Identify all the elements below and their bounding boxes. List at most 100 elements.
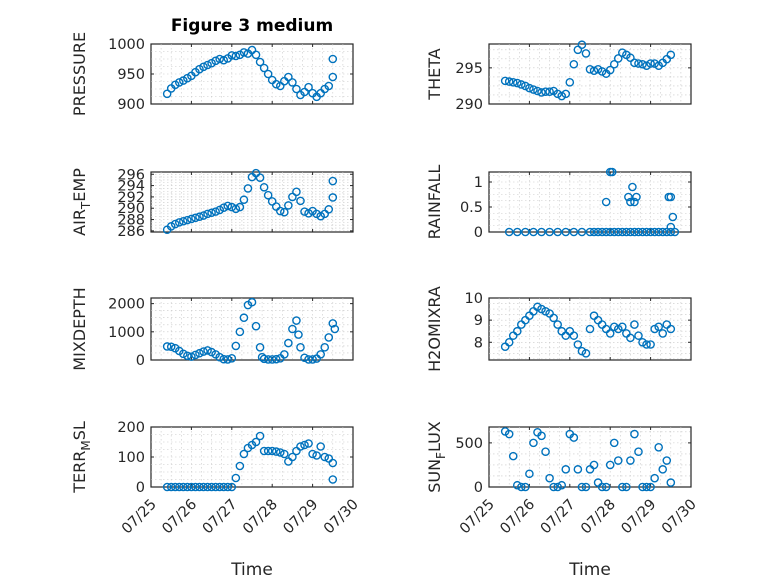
x-tick-label: 07/27: [200, 497, 241, 538]
data-point: [328, 458, 338, 468]
y-tick-label: 288: [117, 213, 145, 229]
data-point: [219, 354, 229, 364]
data-point: [634, 59, 643, 68]
data-point: [500, 76, 510, 86]
y-tick-label: 9: [474, 313, 483, 329]
data-point: [529, 85, 538, 94]
data-point: [255, 173, 265, 182]
y-axis-label-0: PRESSURE: [70, 32, 89, 116]
data-point: [573, 465, 583, 474]
data-point: [561, 227, 571, 237]
data-point: [304, 82, 313, 92]
data-point: [508, 78, 518, 87]
data-point: [662, 456, 672, 465]
data-point: [545, 227, 554, 237]
data-point: [183, 215, 192, 225]
data-point: [275, 206, 285, 216]
data-point: [630, 58, 639, 68]
data-point: [251, 437, 261, 447]
y-tick-label: 1: [474, 175, 483, 191]
y-tick-label: 2000: [108, 297, 145, 313]
subplot-rainfall: 0 0.5 1 RAINFALL: [425, 165, 692, 241]
y-tick-label: 286: [117, 224, 145, 240]
subplot-terr-msl: 0 100 200 TERRMSL 07/25 07/26 07/27 07/28 07/29 0…: [70, 420, 362, 580]
data-point: [199, 211, 208, 220]
data-point: [223, 201, 233, 211]
data-point: [605, 460, 615, 470]
y-tick-label: 294: [117, 179, 145, 195]
data-point: [573, 340, 583, 349]
data-point: [284, 338, 293, 348]
data-point: [569, 227, 579, 237]
data-point: [308, 449, 317, 459]
data-point: [199, 347, 208, 356]
data-point: [529, 227, 538, 237]
data-point: [255, 343, 265, 352]
data-point: [328, 176, 338, 186]
data-point: [235, 327, 245, 337]
data-point: [267, 197, 277, 206]
data-point: [618, 482, 627, 492]
data-point: [512, 326, 522, 336]
x-axis-label: Time: [568, 560, 611, 580]
data-point: [626, 333, 635, 343]
x-tick-label: 07/25: [457, 497, 498, 538]
data-point: [235, 202, 245, 212]
data-point: [292, 316, 301, 325]
data-point: [215, 482, 224, 492]
data-point: [626, 197, 635, 207]
data-point: [577, 482, 587, 492]
data-point: [296, 442, 305, 451]
data-point: [162, 89, 172, 99]
data-point: [654, 442, 663, 452]
data-point: [191, 213, 200, 223]
data-point: [267, 355, 277, 364]
data-point: [642, 340, 651, 349]
data-point: [203, 346, 212, 355]
data-point: [231, 341, 241, 351]
data-point: [183, 351, 192, 361]
data-point: [280, 449, 289, 459]
data-point: [162, 482, 172, 492]
subplot-pressure: 900 950 1000 PRESSURE: [70, 32, 354, 116]
data-point: [589, 227, 599, 237]
data-point: [259, 63, 269, 73]
data-series: [162, 431, 338, 492]
data-point: [525, 469, 534, 479]
grid-lines: [489, 172, 691, 232]
data-point: [251, 321, 261, 331]
y-tick-label: 1000: [108, 37, 145, 53]
data-point: [597, 482, 607, 492]
x-tick-label: 07/29: [619, 497, 660, 538]
data-point: [170, 482, 180, 492]
data-point: [223, 482, 233, 492]
x-axis-label: Time: [230, 560, 273, 580]
data-point: [609, 227, 619, 237]
data-point: [320, 452, 330, 462]
data-point: [207, 208, 216, 218]
data-point: [605, 329, 615, 338]
subplot-h2omixra: 8 9 10 H2OMIXRA: [425, 286, 692, 372]
data-point: [275, 448, 285, 457]
data-series: [500, 427, 676, 492]
data-point: [626, 227, 635, 237]
data-point: [174, 78, 184, 87]
data-point: [504, 337, 514, 347]
data-point: [622, 482, 631, 492]
data-point: [227, 51, 237, 60]
data-point: [658, 329, 668, 338]
axes-box: [488, 43, 692, 105]
data-point: [170, 219, 180, 229]
y-axis-label-6: TERRMSL: [70, 421, 93, 494]
data-point: [601, 227, 611, 237]
data-point: [601, 197, 611, 207]
data-point: [605, 227, 615, 237]
data-point: [199, 482, 208, 492]
data-point: [179, 482, 188, 492]
data-point: [223, 355, 233, 364]
data-point: [207, 482, 216, 492]
data-point: [263, 69, 273, 79]
data-point: [638, 482, 647, 492]
data-point: [179, 216, 188, 226]
